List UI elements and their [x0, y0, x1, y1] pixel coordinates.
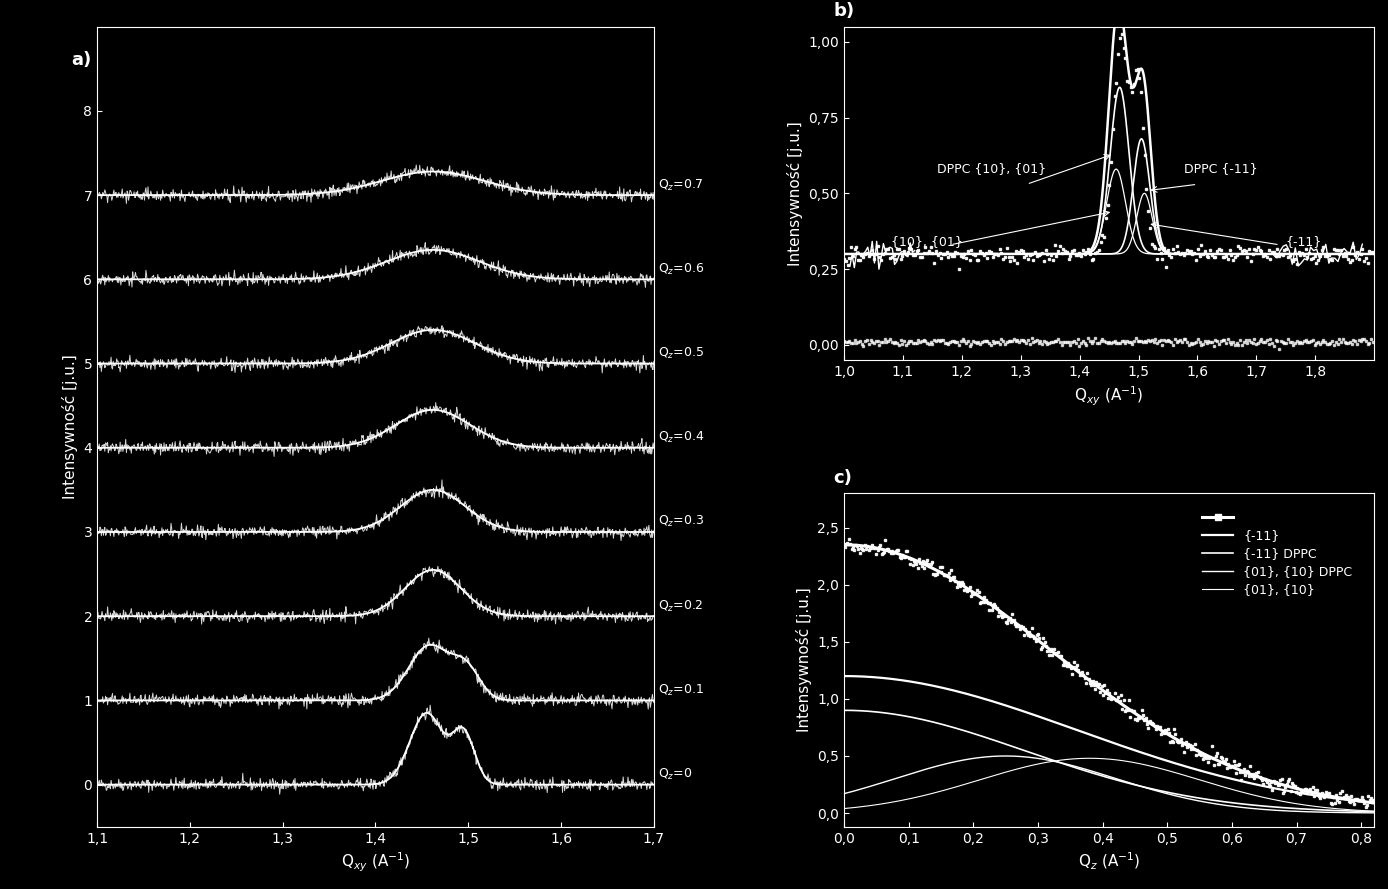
Text: Q$_z$=0: Q$_z$=0: [658, 767, 693, 782]
Text: DPPC {10}, {01}: DPPC {10}, {01}: [937, 162, 1045, 175]
Text: DPPC {-11}: DPPC {-11}: [1184, 162, 1258, 175]
Text: a): a): [71, 51, 92, 68]
Text: Q$_z$=0.4: Q$_z$=0.4: [658, 430, 705, 445]
Text: Q$_z$=0.7: Q$_z$=0.7: [658, 178, 704, 193]
Text: Q$_z$=0.6: Q$_z$=0.6: [658, 261, 705, 276]
Y-axis label: Intensywność [j.u.]: Intensywność [j.u.]: [62, 355, 78, 499]
Text: Q$_z$=0.1: Q$_z$=0.1: [658, 683, 705, 698]
Text: Q$_z$=0.3: Q$_z$=0.3: [658, 515, 705, 530]
X-axis label: Q$_{z}$ (A$^{-1}$): Q$_{z}$ (A$^{-1}$): [1078, 851, 1140, 872]
Text: {10}, {01}: {10}, {01}: [891, 235, 962, 248]
Text: c): c): [833, 469, 852, 487]
Text: b): b): [833, 2, 855, 20]
Text: Q$_z$=0.2: Q$_z$=0.2: [658, 598, 704, 613]
X-axis label: Q$_{xy}$ (A$^{-1}$): Q$_{xy}$ (A$^{-1}$): [1074, 384, 1144, 408]
Legend: , {-11}, {-11} DPPC, {01}, {10} DPPC, {01}, {10}: , {-11}, {-11} DPPC, {01}, {10} DPPC, {0…: [1196, 507, 1357, 601]
Y-axis label: Intensywność [j.u.]: Intensywność [j.u.]: [787, 121, 802, 266]
X-axis label: Q$_{xy}$ (A$^{-1}$): Q$_{xy}$ (A$^{-1}$): [341, 851, 411, 875]
Text: Q$_z$=0.5: Q$_z$=0.5: [658, 346, 705, 361]
Y-axis label: Intensywność [j.u.]: Intensywność [j.u.]: [795, 588, 812, 733]
Text: {-11}: {-11}: [1285, 235, 1321, 248]
